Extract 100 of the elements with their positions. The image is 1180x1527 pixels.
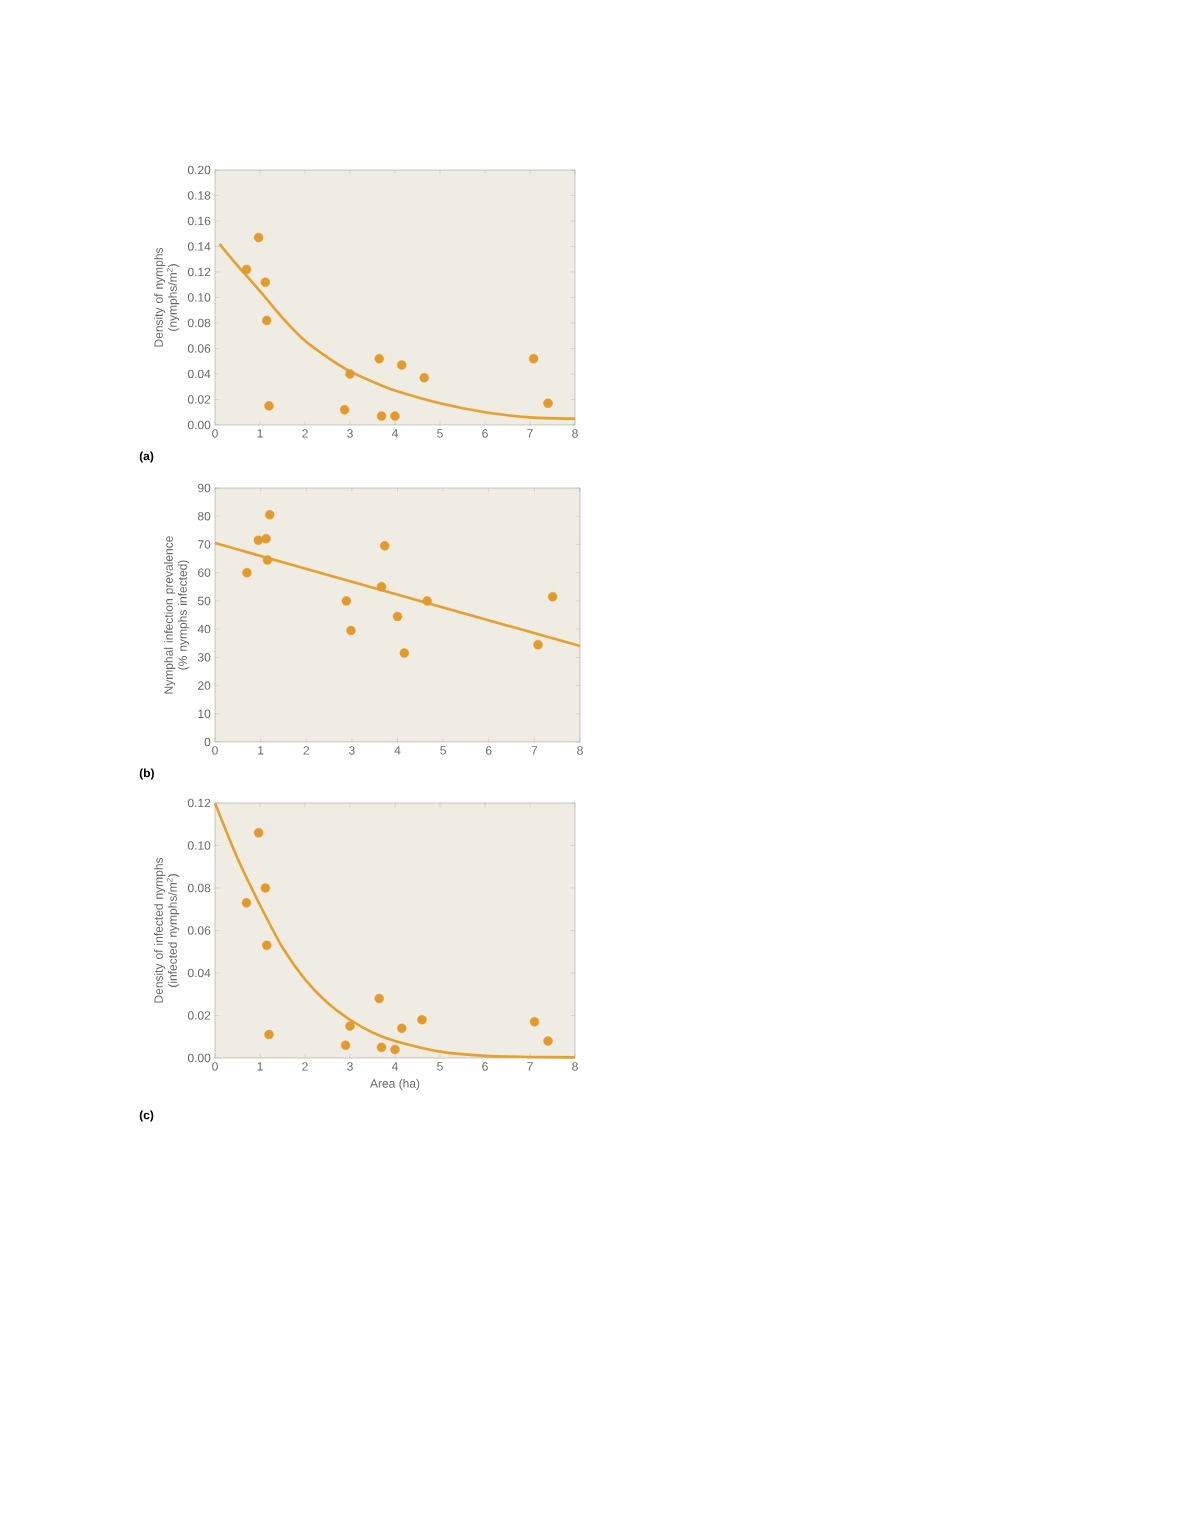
point — [419, 373, 429, 383]
y-tick-label: 0.00 — [187, 420, 211, 430]
point — [340, 1040, 351, 1050]
y-tick-label: 0.08 — [187, 883, 211, 893]
y-tick-label: 0 — [204, 737, 211, 747]
point — [265, 510, 275, 520]
point — [261, 534, 271, 544]
point — [547, 591, 558, 602]
x-axis-title: Area (ha) — [370, 1078, 420, 1091]
point — [376, 1042, 387, 1053]
y-tick-label: 0.00 — [187, 1053, 211, 1063]
x-tick-label: 5 — [440, 746, 446, 755]
y-tick-label: 50 — [197, 596, 211, 606]
point — [422, 596, 432, 606]
y-tick-label: 0.16 — [187, 216, 211, 226]
x-tick-label: 1 — [257, 429, 263, 438]
x-tick-label: 8 — [577, 746, 583, 755]
x-tick-label: 6 — [482, 429, 488, 438]
y-tick-label: 10 — [198, 709, 211, 719]
x-tick-label: 2 — [303, 746, 309, 755]
point — [253, 828, 264, 838]
y-tick-label: 0.20 — [187, 165, 211, 175]
x-tick-label: 0 — [212, 429, 218, 438]
y-tick-label: 0.06 — [187, 926, 211, 935]
point — [264, 401, 274, 411]
point — [260, 277, 271, 287]
x-tick-label: 1 — [258, 746, 264, 755]
x-tick-label: 4 — [391, 429, 398, 438]
point — [397, 1023, 407, 1033]
x-tick-label: 0 — [212, 1062, 218, 1071]
point — [380, 541, 390, 551]
y-tick-label: 0.18 — [187, 191, 211, 200]
x-tick-label: 2 — [302, 429, 308, 438]
point — [376, 411, 387, 421]
y-tick-label: 0.14 — [187, 242, 211, 251]
point — [390, 411, 400, 421]
point — [543, 1036, 553, 1046]
point — [345, 369, 355, 379]
point — [374, 353, 384, 364]
y-tick-label: 40 — [197, 624, 211, 634]
x-tick-label: 8 — [572, 1062, 578, 1071]
y-tick-label: 20 — [198, 681, 211, 690]
x-tick-label: 7 — [527, 429, 533, 438]
y-tick-label: 90 — [198, 483, 211, 493]
x-tick-label: 7 — [527, 1062, 533, 1071]
x-tick-label: 3 — [348, 746, 355, 755]
point — [346, 625, 356, 636]
point — [264, 1029, 274, 1040]
point — [374, 993, 384, 1004]
y-tick-label: 0.02 — [187, 1011, 211, 1020]
text: (c) — [139, 1110, 154, 1122]
y-tick-label: 80 — [197, 511, 211, 521]
y-tick-label: 0.12 — [187, 267, 211, 277]
line-series — [213, 801, 577, 1059]
point — [339, 404, 350, 415]
x-tick-label: 8 — [572, 429, 578, 438]
y-tick-label: 0.04 — [187, 369, 211, 379]
point — [253, 232, 264, 243]
point — [345, 1021, 355, 1031]
point — [262, 555, 273, 565]
point — [390, 1044, 400, 1055]
y-tick-label: 0.10 — [187, 293, 211, 302]
point — [341, 596, 352, 606]
y-tick-label: 0.10 — [187, 841, 211, 850]
x-tick-label: 5 — [437, 429, 443, 438]
x-tick-label: 6 — [486, 746, 492, 755]
point — [528, 353, 539, 364]
x-tick-label: 2 — [302, 1062, 308, 1071]
x-tick-label: 0 — [212, 746, 218, 755]
x-tick-label: 4 — [391, 1062, 398, 1071]
point — [241, 898, 252, 908]
x-tick-label: 3 — [347, 1062, 353, 1071]
text: (a) — [139, 451, 154, 463]
x-tick-label: 3 — [347, 429, 353, 438]
point — [417, 1015, 427, 1025]
point — [543, 398, 553, 409]
y-axis-title: Nymphal infection prevalence (% nymphs infected) — [164, 536, 190, 694]
x-tick-label: 4 — [394, 746, 401, 755]
y-tick-label: 30 — [197, 653, 211, 662]
point — [397, 360, 407, 370]
x-tick-label: 7 — [531, 746, 538, 755]
y-tick-label: 0.06 — [187, 344, 211, 353]
line-series — [218, 242, 577, 420]
point — [262, 315, 272, 326]
point — [262, 940, 272, 951]
x-tick-label: 6 — [482, 1062, 488, 1071]
x-tick-label: 5 — [437, 1062, 443, 1071]
point — [376, 582, 387, 592]
y-tick-label: 0.08 — [187, 318, 211, 328]
point — [242, 567, 252, 578]
text: (b) — [139, 768, 154, 780]
point — [392, 611, 403, 622]
point — [241, 264, 252, 275]
y-tick-label: 0.04 — [187, 968, 211, 978]
point — [399, 648, 410, 658]
y-tick-label: 70 — [198, 540, 211, 549]
y-tick-label: 0.12 — [187, 798, 211, 808]
point — [529, 1017, 540, 1027]
x-tick-label: 1 — [257, 1062, 263, 1071]
point — [260, 883, 271, 893]
